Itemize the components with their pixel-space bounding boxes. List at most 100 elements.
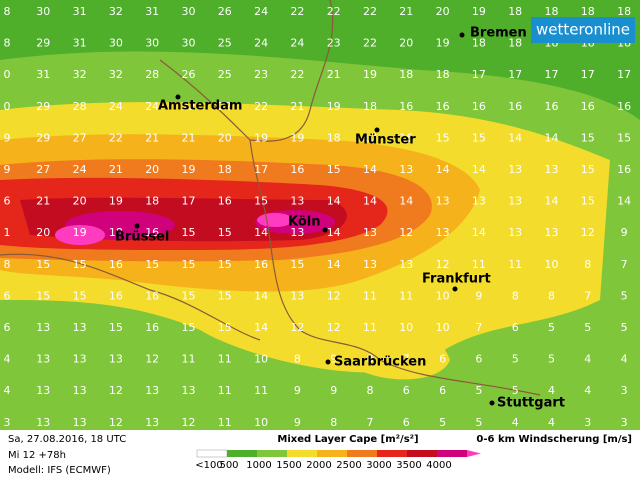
grid-value: 16 bbox=[145, 226, 159, 239]
grid-value: 20 bbox=[436, 5, 450, 18]
grid-value: 17 bbox=[581, 68, 595, 81]
grid-value: 19 bbox=[290, 131, 304, 144]
legend-swatch bbox=[437, 450, 467, 457]
grid-value: 16 bbox=[472, 100, 486, 113]
grid-value: 31 bbox=[73, 5, 87, 18]
grid-value: 21 bbox=[36, 195, 50, 208]
grid-value: 13 bbox=[36, 384, 50, 397]
grid-value: 19 bbox=[182, 163, 196, 176]
city-dot bbox=[134, 223, 140, 229]
legend-arrow bbox=[467, 450, 481, 457]
grid-value: 14 bbox=[254, 321, 268, 334]
legend-swatch bbox=[196, 449, 228, 458]
grid-value: 18 bbox=[218, 163, 232, 176]
city-label: Münster bbox=[355, 133, 416, 148]
grid-value: 22 bbox=[363, 5, 377, 18]
grid-value: 15 bbox=[73, 258, 87, 271]
grid-value: 17 bbox=[617, 68, 631, 81]
grid-value: 19 bbox=[327, 100, 341, 113]
grid-value: 7 bbox=[584, 289, 591, 302]
grid-value: 13 bbox=[545, 226, 559, 239]
grid-value: 12 bbox=[109, 384, 123, 397]
grid-value: 11 bbox=[508, 258, 522, 271]
grid-value: 5 bbox=[621, 289, 628, 302]
grid-value: 13 bbox=[290, 226, 304, 239]
grid-value: 17 bbox=[508, 68, 522, 81]
grid-value: 16 bbox=[617, 163, 631, 176]
grid-value: 16 bbox=[109, 289, 123, 302]
grid-value: 5 bbox=[439, 416, 446, 429]
grid-value: 17 bbox=[363, 131, 377, 144]
grid-value: 4 bbox=[548, 416, 555, 429]
grid-value: 8 bbox=[584, 258, 591, 271]
grid-value: 22 bbox=[290, 68, 304, 81]
grid-value: 9 bbox=[294, 416, 301, 429]
grid-value: 6 bbox=[4, 195, 11, 208]
city-label: Bremen bbox=[470, 26, 527, 41]
grid-value: 32 bbox=[73, 68, 87, 81]
grid-value: 9 bbox=[330, 384, 337, 397]
grid-value: 4 bbox=[621, 353, 628, 366]
grid-value: 13 bbox=[399, 258, 413, 271]
grid-value: 13 bbox=[73, 384, 87, 397]
grid-value: 0 bbox=[4, 100, 11, 113]
grid-value: 14 bbox=[327, 226, 341, 239]
grid-value: 16 bbox=[399, 131, 413, 144]
grid-value: 14 bbox=[254, 226, 268, 239]
grid-value: 18 bbox=[617, 5, 631, 18]
grid-value: 18 bbox=[508, 37, 522, 50]
legend-swatch bbox=[407, 450, 437, 457]
grid-value: 19 bbox=[436, 37, 450, 50]
grid-value: 9 bbox=[621, 226, 628, 239]
grid-value: 21 bbox=[145, 131, 159, 144]
grid-value: 10 bbox=[254, 353, 268, 366]
grid-value: 7 bbox=[621, 258, 628, 271]
grid-value: 18 bbox=[508, 5, 522, 18]
grid-value: 16 bbox=[399, 100, 413, 113]
field-pink bbox=[55, 225, 105, 245]
grid-value: 12 bbox=[109, 416, 123, 429]
grid-value: 28 bbox=[145, 68, 159, 81]
grid-value: 12 bbox=[399, 226, 413, 239]
grid-value: 29 bbox=[36, 100, 50, 113]
grid-value: 21 bbox=[290, 100, 304, 113]
grid-value: 30 bbox=[182, 37, 196, 50]
city-dot bbox=[459, 32, 465, 38]
grid-value: 15 bbox=[182, 258, 196, 271]
grid-value: 13 bbox=[363, 258, 377, 271]
grid-value: 15 bbox=[581, 131, 595, 144]
grid-value: 19 bbox=[254, 131, 268, 144]
grid-value: 18 bbox=[399, 68, 413, 81]
legend-swatch bbox=[227, 450, 257, 457]
grid-value: 8 bbox=[294, 353, 301, 366]
grid-value: 22 bbox=[290, 5, 304, 18]
grid-value: 18 bbox=[145, 195, 159, 208]
grid-value: 15 bbox=[218, 226, 232, 239]
grid-value: 24 bbox=[73, 163, 87, 176]
city-dot bbox=[374, 127, 380, 133]
grid-value: 6 bbox=[439, 384, 446, 397]
legend-label: 2500 bbox=[336, 460, 361, 471]
grid-value: 15 bbox=[436, 131, 450, 144]
grid-value: 14 bbox=[327, 195, 341, 208]
grid-value: 4 bbox=[4, 384, 11, 397]
date-label: Sa, 27.08.2016, 18 UTC bbox=[8, 434, 126, 445]
city-label: Amsterdam bbox=[158, 99, 242, 114]
city-dot bbox=[452, 286, 458, 292]
grid-value: 15 bbox=[182, 321, 196, 334]
city-dot bbox=[325, 359, 331, 365]
grid-value: 11 bbox=[218, 353, 232, 366]
grid-value: 3 bbox=[621, 384, 628, 397]
grid-value: 15 bbox=[36, 258, 50, 271]
grid-value: 15 bbox=[145, 258, 159, 271]
grid-value: 11 bbox=[399, 289, 413, 302]
grid-value: 11 bbox=[363, 289, 377, 302]
grid-value: 23 bbox=[254, 68, 268, 81]
grid-value: 16 bbox=[145, 321, 159, 334]
grid-value: 15 bbox=[581, 163, 595, 176]
grid-value: 6 bbox=[475, 353, 482, 366]
grid-value: 14 bbox=[472, 163, 486, 176]
grid-value: 18 bbox=[363, 100, 377, 113]
grid-value: 22 bbox=[327, 5, 341, 18]
